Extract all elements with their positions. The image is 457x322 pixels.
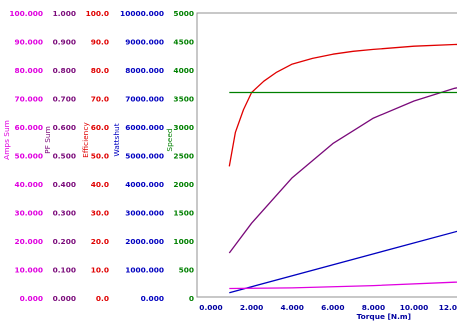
y-tick-efficiency: 80.0: [91, 66, 109, 75]
y-tick-wattshut: 9000.000: [125, 38, 164, 47]
y-axis-label-efficiency: Efficiency: [81, 122, 90, 158]
y-tick-speed: 3000: [173, 123, 194, 132]
y-tick-pf-sum: 1.000: [53, 9, 76, 18]
y-tick-pf-sum: 0.900: [53, 38, 76, 47]
y-tick-wattshut: 0.000: [141, 294, 164, 303]
plot-area: [196, 12, 457, 298]
x-tick-label: 12.0: [439, 303, 457, 312]
y-tick-amps-sum: 0.000: [20, 294, 43, 303]
series-line-pf-sum: [228, 87, 457, 254]
y-axis-label-speed: Speed: [165, 128, 174, 151]
x-tick-label: 8.000: [362, 303, 385, 312]
y-tick-amps-sum: 30.000: [14, 209, 43, 218]
y-tick-wattshut: 6000.000: [125, 123, 164, 132]
x-tick-label: 0.000: [199, 303, 222, 312]
series-line-amps-sum: [229, 281, 457, 290]
y-tick-pf-sum: 0.700: [53, 95, 76, 104]
y-tick-speed: 0: [189, 294, 194, 303]
y-tick-speed: 2000: [173, 180, 194, 189]
x-tick-label: 2.000: [240, 303, 263, 312]
y-tick-wattshut: 3000.000: [125, 209, 164, 218]
y-tick-wattshut: 10000.000: [120, 9, 164, 18]
y-tick-efficiency: 90.0: [91, 38, 109, 47]
y-tick-efficiency: 60.0: [91, 123, 109, 132]
y-tick-wattshut: 2000.000: [125, 237, 164, 246]
y-tick-pf-sum: 0.300: [53, 209, 76, 218]
y-tick-amps-sum: 70.000: [14, 95, 43, 104]
y-tick-amps-sum: 50.000: [14, 152, 43, 161]
y-axis-label-amps-sum: Amps Sum: [2, 120, 11, 160]
y-tick-wattshut: 5000.000: [125, 152, 164, 161]
y-tick-wattshut: 8000.000: [125, 66, 164, 75]
axes-layer: 100.000 90.000 80.000 70.000 60.000 50.000 40.…: [2, 9, 457, 321]
y-tick-amps-sum: 10.000: [14, 266, 43, 275]
y-tick-speed: 5000: [173, 9, 194, 18]
y-tick-amps-sum: 80.000: [14, 66, 43, 75]
y-tick-efficiency: 100.0: [86, 9, 109, 18]
y-tick-speed: 4500: [173, 38, 194, 47]
y-tick-pf-sum: 0.500: [53, 152, 76, 161]
y-tick-speed: 1500: [173, 209, 194, 218]
series-layer: [228, 43, 457, 294]
y-tick-speed: 500: [179, 266, 194, 275]
y-tick-pf-sum: 0.600: [53, 123, 76, 132]
y-tick-speed: 2500: [173, 152, 194, 161]
x-axis-label: Torque [N.m]: [357, 312, 411, 321]
y-tick-wattshut: 7000.000: [125, 95, 164, 104]
y-tick-amps-sum: 40.000: [14, 180, 43, 189]
y-tick-amps-sum: 20.000: [14, 237, 43, 246]
y-axis-label-wattshut: Wattshut: [112, 123, 121, 156]
y-tick-efficiency: 50.0: [91, 152, 109, 161]
y-tick-pf-sum: 0.200: [53, 237, 76, 246]
y-tick-efficiency: 40.0: [91, 180, 109, 189]
y-tick-efficiency: 30.0: [91, 209, 109, 218]
y-tick-amps-sum: 90.000: [14, 38, 43, 47]
series-line-wattshut: [229, 230, 457, 294]
y-tick-speed: 3500: [173, 95, 194, 104]
x-tick-label: 4.000: [281, 303, 304, 312]
y-tick-wattshut: 1000.000: [125, 266, 164, 275]
x-tick-label: 10.000: [400, 303, 429, 312]
y-tick-pf-sum: 0.400: [53, 180, 76, 189]
y-tick-pf-sum: 0.100: [53, 266, 76, 275]
y-axis-label-pf-sum: PF Sum: [43, 126, 52, 154]
x-tick-label: 6.000: [321, 303, 344, 312]
y-tick-wattshut: 4000.000: [125, 180, 164, 189]
y-tick-efficiency: 0.0: [96, 294, 109, 303]
y-tick-amps-sum: 60.000: [14, 123, 43, 132]
y-tick-efficiency: 70.0: [91, 95, 109, 104]
y-tick-speed: 1000: [173, 237, 194, 246]
y-tick-pf-sum: 0.000: [53, 294, 76, 303]
y-tick-pf-sum: 0.800: [53, 66, 76, 75]
y-tick-speed: 4000: [173, 66, 194, 75]
y-tick-efficiency: 10.0: [91, 266, 109, 275]
y-tick-efficiency: 20.0: [91, 237, 109, 246]
y-tick-amps-sum: 100.000: [9, 9, 43, 18]
